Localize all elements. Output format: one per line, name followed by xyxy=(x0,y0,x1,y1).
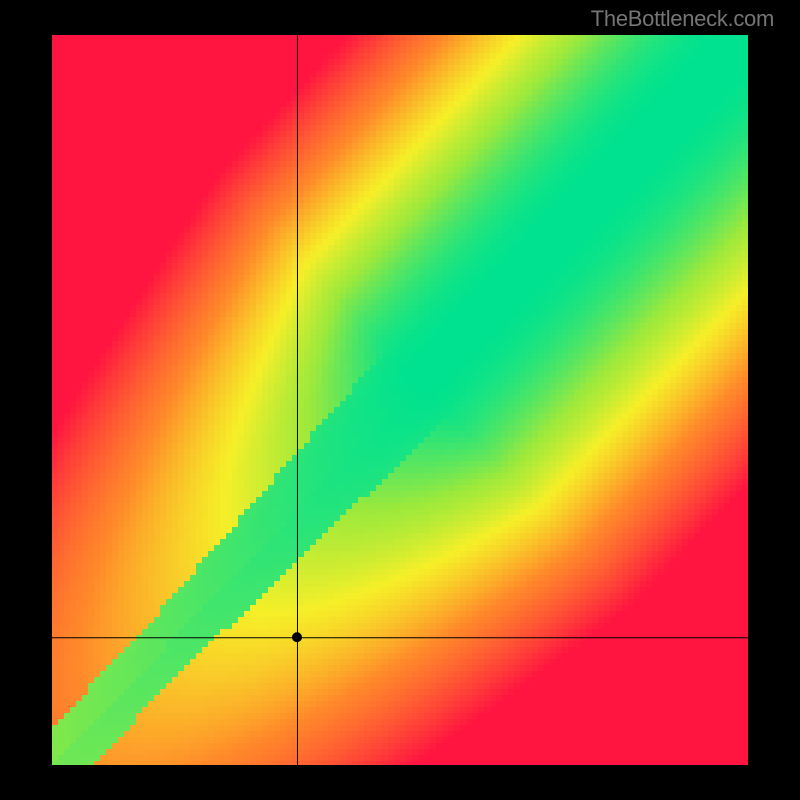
heatmap-canvas xyxy=(52,35,748,765)
bottleneck-heatmap xyxy=(52,35,748,765)
watermark-text: TheBottleneck.com xyxy=(591,6,774,32)
